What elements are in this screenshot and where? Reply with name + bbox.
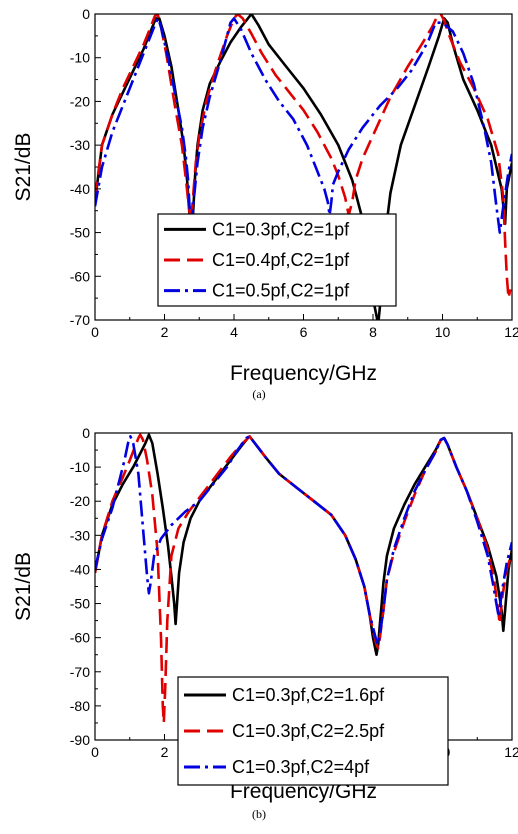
x-tick-label: 0 [91,324,99,340]
x-tick-label: 8 [369,324,377,340]
x-axis-label: Frequency/GHz [230,362,377,385]
y-tick-label: -10 [70,50,90,66]
x-tick-label: 0 [91,744,99,760]
y-tick-label: -30 [70,137,90,153]
y-tick-label: -10 [70,459,90,475]
y-tick-label: -20 [70,493,90,509]
y-tick-label: -60 [70,268,90,284]
legend-label-1: C1=0.3pf,C2=1pf [212,219,350,239]
x-tick-label: 2 [161,324,169,340]
y-tick-label: -70 [70,664,90,680]
chart-b: 0246810120-10-20-30-40-50-60-70-80-90Fre… [12,425,518,821]
y-tick-label: -60 [70,630,90,646]
legend-label-3: C1=0.3pf,C2=4pf [232,757,370,777]
x-tick-label: 4 [230,324,238,340]
y-tick-label: 0 [82,6,90,22]
figure-caption: (a) [252,387,265,401]
x-tick-label: 12 [504,324,518,340]
y-tick-label: -40 [70,561,90,577]
y-tick-label: -80 [70,698,90,714]
x-tick-label: 6 [300,324,308,340]
y-axis-label: S21/dB [12,133,35,202]
x-axis-label: Frequency/GHz [230,780,377,803]
series-line-1 [95,14,512,320]
y-tick-label: 0 [82,425,90,441]
y-tick-label: -50 [70,596,90,612]
y-tick-label: -50 [70,225,90,241]
chart-a: 0 2 4 6 8 10 12 0 -10 -20 -30 -40 -50 -60 -70 Frequency… [12,6,518,401]
x-tick-label: 12 [504,744,518,760]
x-tick-label: 2 [161,744,169,760]
x-tick-label: 10 [435,324,451,340]
y-tick-label: -30 [70,527,90,543]
y-tick-label: -90 [70,732,90,748]
legend-label-2: C1=0.4pf,C2=1pf [212,250,350,270]
y-axis-label: S21/dB [12,552,35,621]
legend-label-1: C1=0.3pf,C2=1.6pf [232,685,385,705]
figure-caption: (b) [252,807,266,821]
series-line-3 [95,435,512,646]
y-tick-label: -20 [70,93,90,109]
y-tick-label: -70 [70,312,90,328]
legend-label-3: C1=0.5pf,C2=1pf [212,281,350,301]
series-line-3 [95,17,512,234]
legend-label-2: C1=0.3pf,C2=2.5pf [232,721,385,741]
legend: C1=0.3pf,C2=1pf C1=0.4pf,C2=1pf C1=0.5pf,C… [157,213,397,307]
y-tick-label: -40 [70,181,90,197]
legend: C1=0.3pf,C2=1.6pf C1=0.3pf,C2=2.5pf C1=0.3… [177,676,449,786]
